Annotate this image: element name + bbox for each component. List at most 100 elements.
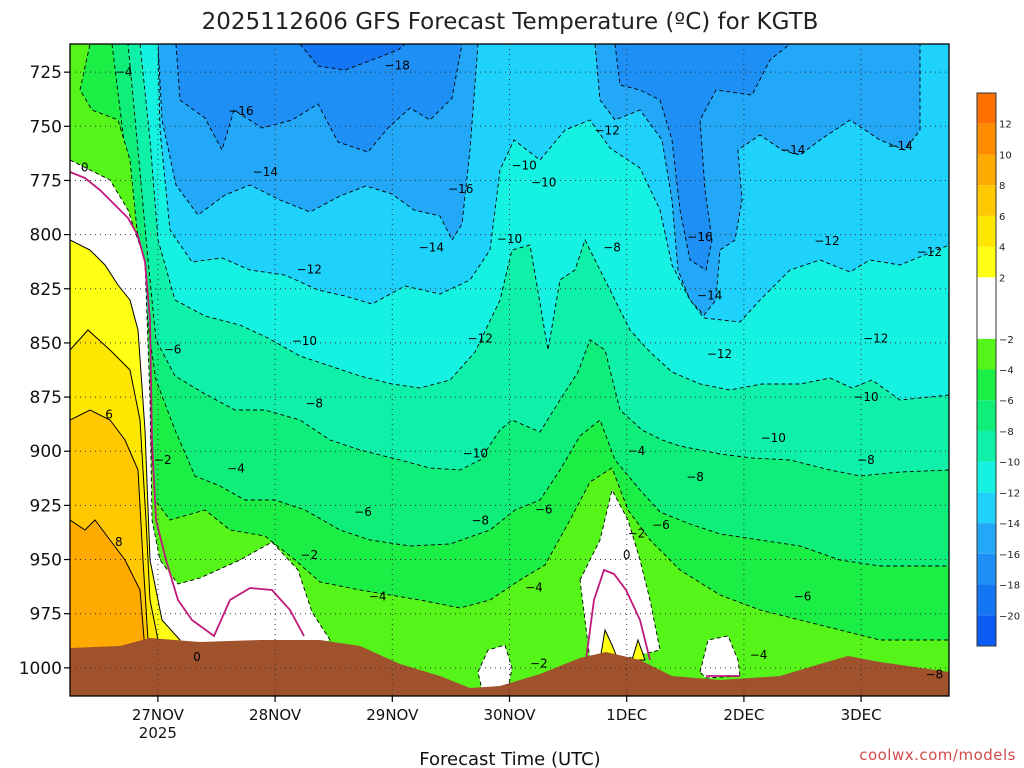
colorbar-tick-label: −4 [999,366,1014,377]
y-tick-label: 900 [30,442,62,462]
contour-label: −12 [595,124,620,138]
contour-label: −4 [750,648,768,662]
contour-label: −12 [707,347,732,361]
colorbar-bin [977,93,996,124]
contour-label: −2 [300,548,318,562]
colorbar-bin [977,215,996,247]
field-region-minus16-right [614,44,791,271]
contour-label: −14 [253,165,278,179]
colorbar-bin [977,338,996,370]
contour-label: 8 [115,535,123,549]
contour-label: 0 [623,548,631,562]
contour-label: −6 [354,505,372,519]
contour-label: −12 [814,234,839,248]
colorbar-tick-label: −10 [999,458,1020,469]
colorbar-tick-label: −2 [999,335,1014,346]
contour-label: −2 [530,657,548,671]
x-tick-label: 3DEC [841,706,882,724]
contour-label: −8 [603,241,621,255]
colorbar-bin [977,461,996,493]
contour-label: −6 [652,518,670,532]
colorbar-bin [977,523,996,554]
colorbar-tick-label: −8 [999,427,1014,438]
contour-label: −14 [697,288,722,302]
colorbar-bin [977,154,996,186]
colorbar-bin [977,584,996,616]
y-tick-label: 775 [30,171,62,191]
field-region-minus4 [70,44,949,696]
contour-label: −10 [497,232,522,246]
contour-label: −10 [463,446,488,460]
contour-label: −12 [297,262,322,276]
contour-label: −4 [369,589,387,603]
y-tick-label: 825 [30,280,62,300]
contour-label: 0 [81,160,89,174]
contour-label: −10 [292,334,317,348]
colorbar-tick-label: −16 [999,550,1020,561]
y-tick-label: 800 [30,226,62,246]
contour-label: −14 [888,139,913,153]
y-tick-label: 850 [30,334,62,354]
zero-isotherm [70,171,305,638]
y-tick-label: 950 [30,551,62,571]
y-tick-label: 975 [30,605,62,625]
colorbar-tick-label: 6 [999,212,1005,223]
y-tick-label: 725 [30,63,62,83]
contour-label: −8 [925,667,943,681]
contour-label: −10 [853,390,878,404]
colorbar-tick-label: −6 [999,396,1014,407]
colorbar-tick-label: 8 [999,181,1005,192]
x-tick-label: 2DEC [723,706,764,724]
chart-title: 2025112606 GFS Forecast Temperature (ºC)… [202,9,819,35]
contour-label: −12 [863,332,888,346]
contour-label: −14 [780,143,805,157]
contour-label: −4 [227,462,245,476]
colorbar: 12 10 8 6 4 2 −2 −4 −6 −8 −10 −12 −14 −16 −18 −20 [976,92,1020,647]
contour-label: −4 [628,444,646,458]
x-tick-label: 1DEC [606,706,647,724]
credit-link[interactable]: coolwx.com/models [859,746,1016,764]
terrain-mask [70,638,949,696]
zero-isotherm-mid [585,568,651,661]
contour-label: −8 [686,470,704,484]
contour-label: −10 [511,158,536,172]
contour-label: −6 [535,503,553,517]
contour-label: −18 [385,59,410,73]
y-tick-label: 875 [30,388,62,408]
y-tick-label: 750 [30,117,62,137]
colorbar-tick-label: −18 [999,581,1020,592]
colorbar-bin [977,185,996,216]
colorbar-bin [977,246,996,278]
x-tick-label: 28NOV [249,706,302,724]
colorbar-bin [977,553,996,585]
contour-label: −12 [468,332,493,346]
contour-label: −16 [448,182,473,196]
x-tick-sublabel: 2025 [139,724,177,742]
y-tick-label: 1000 [19,659,62,679]
colorbar-bin [977,615,996,646]
colorbar-bin [977,400,996,431]
x-axis-label: Forecast Time (UTC) [419,749,600,768]
x-tick-label: 30NOV [483,706,536,724]
colorbar-bin [977,369,996,401]
colorbar-tick-label: 2 [999,273,1005,284]
colorbar-tick-label: 12 [999,120,1012,131]
colorbar-bin [977,277,996,339]
x-tick-label: 27NOV [132,706,185,724]
y-axis: 725 750 775 800 825 850 875 900 925 950 975 1000 [19,63,70,679]
colorbar-bin [977,430,996,462]
field-region-minus18 [299,44,406,71]
contour-label: −16 [228,104,253,118]
colorbar-tick-label: −12 [999,488,1020,499]
contour-label: −4 [115,65,133,79]
colorbar-frame [976,92,997,647]
colorbar-tick-label: −20 [999,611,1020,622]
contour-label: −14 [419,241,444,255]
contour-label: −2 [628,527,646,541]
contour-label: −2 [154,453,172,467]
contour-label: −4 [525,581,543,595]
contour-label: −8 [857,453,875,467]
contour-label: −10 [761,431,786,445]
